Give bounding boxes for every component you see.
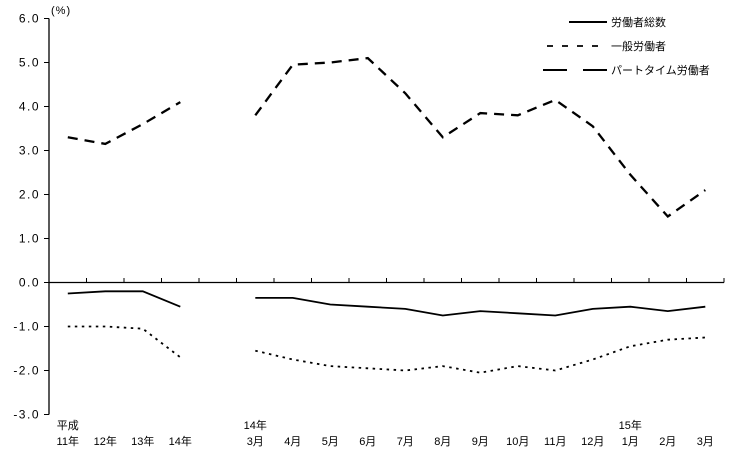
x-tick-label-era: 平成 <box>57 419 79 432</box>
legend-label-parttime-workers: パートタイム労働者 <box>611 65 710 77</box>
x-tick-label: 12月 <box>581 436 604 448</box>
x-tick-label-era: 15年 <box>619 418 642 432</box>
y-tick-label: 6.0 <box>19 12 40 26</box>
series-line-dashed <box>67 101 181 146</box>
y-axis-unit-label: (%) <box>51 5 72 17</box>
x-tick-label: 3月 <box>247 436 264 448</box>
x-tick-label: 8月 <box>434 436 451 448</box>
legend-item-general-workers: 一般労働者 <box>540 34 740 58</box>
dotted-line-sample <box>540 43 608 49</box>
y-tick-label: 3.0 <box>19 144 40 158</box>
y-tick-label: 1.0 <box>19 232 40 246</box>
y-tick-label: 0.0 <box>19 276 40 290</box>
y-tick-label: 5.0 <box>19 56 40 70</box>
legend-item-total-workers: 労働者総数 <box>540 10 740 34</box>
chart-legend: 労働者総数 一般労働者 パートタイム労働者 <box>540 10 740 82</box>
legend-label-general-workers: 一般労働者 <box>611 41 666 53</box>
y-tick-label: -2.0 <box>13 364 40 378</box>
y-tick-label: 4.0 <box>19 100 40 114</box>
x-tick-label: 2月 <box>659 436 676 448</box>
y-tick-label: -1.0 <box>13 320 40 334</box>
y-tick-label: 2.0 <box>19 188 40 202</box>
series-line-solid <box>67 290 181 308</box>
x-tick-label: 7月 <box>397 436 414 448</box>
series-line-dotted <box>67 325 181 359</box>
series-line-dashed <box>254 56 706 219</box>
x-tick-label: 3月 <box>697 436 714 448</box>
x-tick-label: 14年 <box>169 434 192 448</box>
x-tick-label-era: 14年 <box>244 418 267 432</box>
y-tick-label: -3.0 <box>13 408 40 422</box>
x-tick-label: 6月 <box>359 436 376 448</box>
x-tick-label: 11年 <box>57 434 79 448</box>
x-tick-label: 10月 <box>506 436 529 448</box>
x-tick-label: 13年 <box>131 434 154 448</box>
dashed-line-sample <box>540 67 608 73</box>
legend-label-total-workers: 労働者総数 <box>611 17 666 29</box>
x-tick-label: 12年 <box>94 434 117 448</box>
x-tick-label: 9月 <box>472 436 489 448</box>
legend-item-parttime-workers: パートタイム労働者 <box>540 58 740 82</box>
series-line-solid <box>255 296 706 317</box>
x-tick-label: 4月 <box>284 436 301 448</box>
x-tick-label: 11月 <box>544 436 566 448</box>
x-tick-label: 5月 <box>322 436 339 448</box>
solid-line-sample <box>540 19 608 25</box>
x-tick-label: 1月 <box>622 436 639 448</box>
series-line-dotted <box>255 336 706 374</box>
